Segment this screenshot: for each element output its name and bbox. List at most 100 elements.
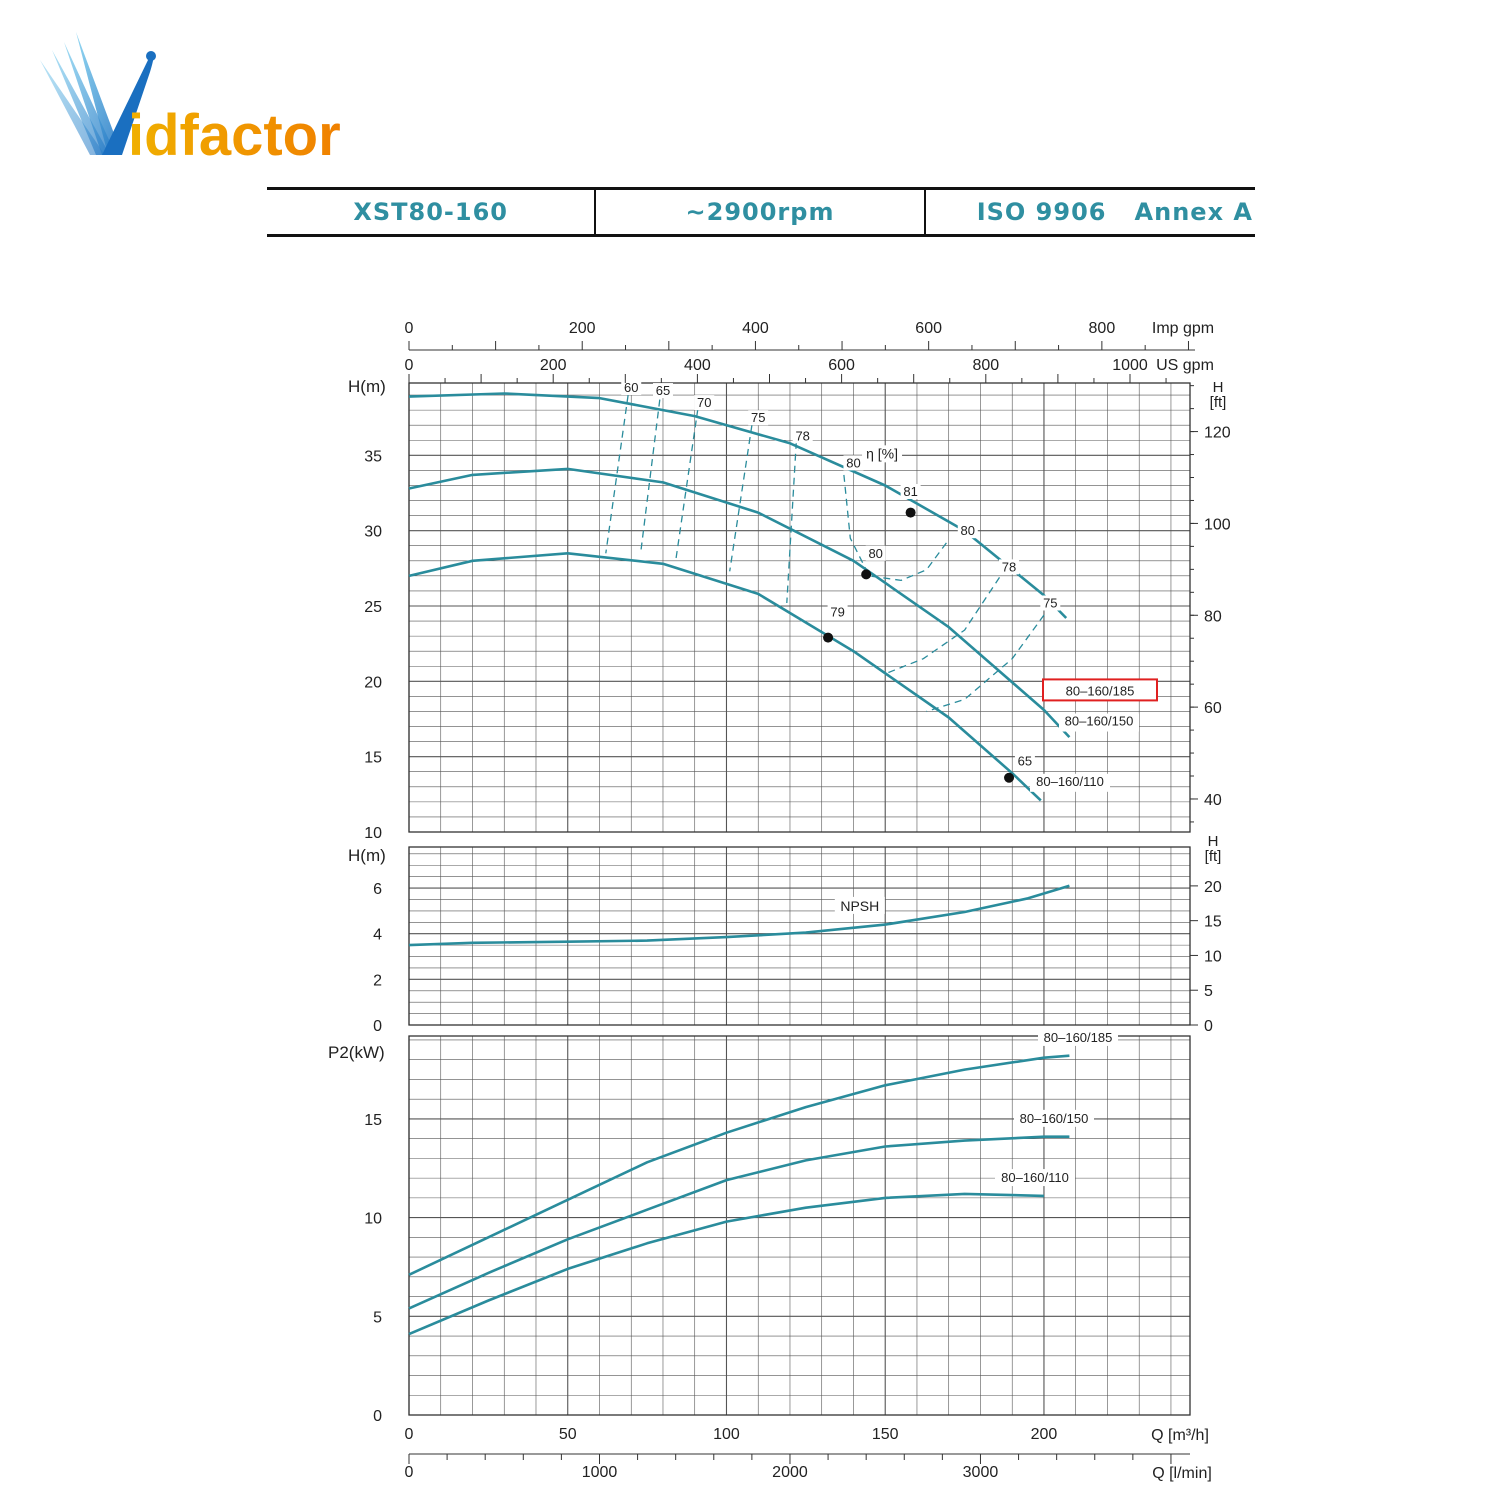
curve-label-bg (1059, 713, 1139, 732)
efficiency-iso-curve (640, 399, 661, 552)
head-ytick: 15 (364, 750, 382, 767)
npsh-right-ticklabel: 20 (1204, 879, 1222, 896)
efficiency-label: 60 (624, 380, 638, 395)
efficiency-label-bg (1040, 595, 1061, 611)
power-ytick: 10 (364, 1211, 382, 1228)
power-curve (408, 1192, 1045, 1336)
imp-gpm-label: Imp gpm (1152, 320, 1214, 337)
q-lmin-ticklabel: 3000 (963, 1464, 999, 1481)
efficiency-label-bg (694, 395, 715, 411)
efficiency-iso-curve (843, 474, 950, 582)
us-gpm-ticklabel: 400 (684, 357, 711, 374)
head-right-label-unit: [ft] (1210, 394, 1227, 411)
npsh-right-ticklabel: 0 (1204, 1018, 1213, 1035)
head-right-label-h: H (1213, 379, 1224, 396)
head-panel-frame (408, 382, 1191, 833)
head-ytick: 25 (364, 599, 382, 616)
head-ylabel: H(m) (348, 377, 386, 396)
imp-gpm-ticklabel: 0 (405, 320, 414, 337)
head-ytick: 35 (364, 448, 382, 465)
imp-gpm-ticklabel: 600 (915, 320, 942, 337)
head-ytick: 30 (364, 524, 382, 541)
best-efficiency-point (1004, 772, 1015, 783)
imp-gpm-ticklabel: 800 (1089, 320, 1116, 337)
curve-label-bg (1030, 773, 1110, 792)
power-curve-label: 80–160/150 (1020, 1111, 1089, 1126)
pump-speed: ~2900rpm (594, 190, 923, 234)
power-curve-label: 80–160/110 (1001, 1170, 1069, 1185)
model-name: XST80-160 (353, 198, 508, 226)
npsh-ytick: 2 (373, 972, 382, 989)
head-curve-label: 80–160/110 (1036, 774, 1104, 789)
efficiency-label: 80 (868, 546, 882, 561)
head-ytick: 20 (364, 674, 382, 691)
efficiency-label-bg (792, 428, 813, 444)
q-m3h-ticklabel: 100 (713, 1426, 740, 1443)
best-efficiency-point (823, 632, 834, 643)
power-curve-label: 80–160/185 (1044, 1030, 1113, 1045)
test-standard: ISO 9906 Annex A (923, 190, 1255, 234)
npsh-right-ticklabel: 5 (1204, 983, 1213, 1000)
head-curve (408, 467, 1071, 738)
q-lmin-ticklabel: 0 (405, 1464, 414, 1481)
model-header: XST80-160 ~2900rpm ISO 9906 Annex A (267, 187, 1255, 237)
power-curve (408, 1135, 1070, 1310)
efficiency-label: 75 (751, 410, 765, 425)
efficiency-iso-curve (729, 425, 753, 572)
efficiency-iso-curve (605, 395, 629, 554)
npsh-right-label-unit: [ft] (1205, 848, 1222, 865)
eta-label-bg (862, 445, 903, 463)
efficiency-label: 80 (846, 455, 860, 470)
us-gpm-ticklabel: 600 (828, 357, 855, 374)
head-ytick: 10 (364, 825, 382, 842)
efficiency-label-bg (652, 383, 673, 399)
npsh-label: NPSH (840, 898, 879, 914)
efficiency-label: 80 (961, 523, 975, 538)
power-ylabel: P2(kW) (328, 1043, 385, 1062)
q-m3h-ticklabel: 0 (405, 1426, 414, 1443)
efficiency-label-bg (827, 604, 848, 620)
best-efficiency-point (861, 569, 872, 580)
efficiency-label-bg (865, 545, 886, 561)
bird-wing-icon (40, 32, 156, 155)
best-efficiency-point (905, 507, 916, 518)
npsh-curve (408, 884, 1070, 947)
efficiency-label: 78 (795, 428, 809, 443)
head-right-ticklabel: 100 (1204, 516, 1231, 533)
npsh-right-ticklabel: 10 (1204, 948, 1222, 965)
highlighted-curve-box (1042, 678, 1158, 702)
us-gpm-ticklabel: 1000 (1112, 357, 1148, 374)
efficiency-axis-label: η [%] (866, 445, 898, 461)
efficiency-label-bg (621, 380, 642, 396)
q-lmin-label: Q [l/min] (1152, 1465, 1212, 1482)
imp-gpm-ticklabel: 200 (569, 320, 596, 337)
efficiency-label: 65 (656, 383, 670, 398)
power-curve (408, 1054, 1070, 1276)
us-gpm-ticklabel: 0 (405, 357, 414, 374)
us-gpm-ticklabel: 800 (972, 357, 999, 374)
head-curve-label: 80–160/185 (1066, 683, 1135, 698)
efficiency-label: 78 (1002, 559, 1016, 574)
us-gpm-label: US gpm (1156, 357, 1214, 374)
npsh-right-ticklabel: 15 (1204, 914, 1222, 931)
head-curve (408, 552, 1042, 802)
power-ytick: 5 (373, 1309, 382, 1326)
efficiency-iso-curve (786, 441, 797, 604)
efficiency-label-bg (1014, 753, 1035, 769)
efficiency-label-bg (748, 410, 769, 426)
head-right-ticklabel: 40 (1204, 792, 1222, 809)
head-curve-label: 80–160/150 (1065, 714, 1134, 729)
power-ytick: 15 (364, 1112, 382, 1129)
power-label-bg (1038, 1028, 1118, 1046)
npsh-ytick: 4 (373, 927, 382, 944)
q-m3h-ticklabel: 50 (559, 1426, 577, 1443)
npsh-ytick: 6 (373, 881, 382, 898)
npsh-label-bg (834, 896, 885, 914)
efficiency-label: 70 (697, 395, 711, 410)
efficiency-iso-curve (884, 577, 1001, 675)
q-m3h-label: Q [m³/h] (1151, 1427, 1209, 1444)
q-lmin-ticklabel: 2000 (772, 1464, 808, 1481)
npsh-right-label-h: H (1208, 833, 1219, 850)
power-label-bg (995, 1169, 1075, 1187)
